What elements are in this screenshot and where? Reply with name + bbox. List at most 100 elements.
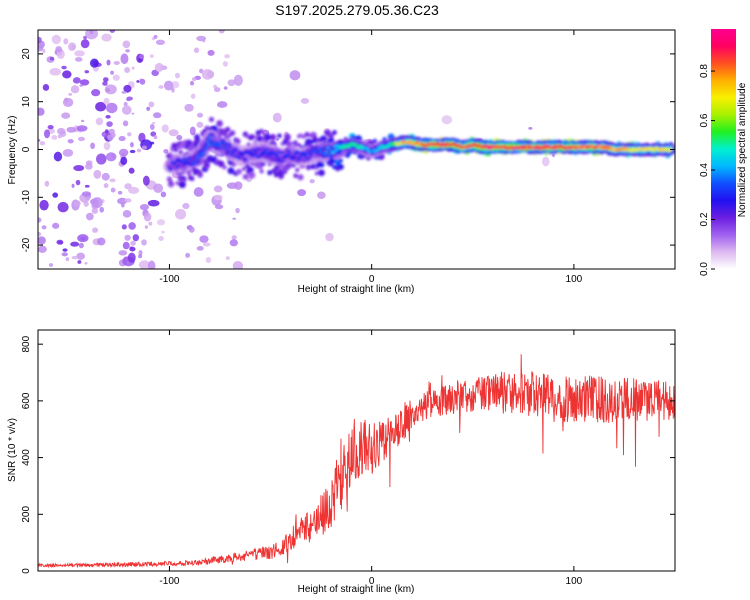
- heatmap-cell: [124, 198, 132, 203]
- heatmap-cell: [171, 142, 178, 149]
- heatmap-cell: [144, 225, 148, 229]
- heatmap-cell: [123, 84, 132, 93]
- heatmap-cell: [118, 148, 129, 157]
- heatmap-cell: [298, 156, 302, 160]
- heatmap-cell: [303, 154, 307, 158]
- heatmap-cell: [147, 199, 160, 207]
- heatmap-cell: [289, 70, 301, 81]
- heatmap-cell: [205, 257, 212, 264]
- heatmap-cell: [232, 217, 237, 220]
- heatmap-cell: [288, 149, 292, 154]
- heatmap-cell: [193, 187, 204, 197]
- heatmap-cell: [80, 39, 90, 49]
- heatmap-cell: [176, 134, 183, 141]
- heatmap-cell: [76, 252, 85, 260]
- heatmap-cell: [254, 151, 258, 155]
- heatmap-cell: [236, 168, 243, 175]
- heatmap-cell: [235, 207, 240, 214]
- heatmap-cell: [73, 164, 85, 172]
- heatmap-cell: [75, 179, 81, 186]
- heatmap-cell: [73, 200, 81, 207]
- heatmap-cell: [284, 133, 291, 141]
- heatmap-x-label: Height of straight line (km): [298, 284, 415, 295]
- heatmap-cell: [259, 169, 264, 174]
- heatmap-cell: [85, 30, 99, 40]
- heatmap-cell: [272, 112, 282, 123]
- heatmap-cell: [141, 239, 147, 246]
- heatmap-cell: [175, 181, 180, 186]
- heatmap-cell: [38, 107, 45, 116]
- heatmap-cell: [269, 134, 277, 141]
- heatmap-cell: [122, 241, 130, 250]
- heatmap-cell: [107, 134, 114, 141]
- heatmap-cell: [251, 153, 255, 158]
- heatmap-cell: [47, 124, 54, 130]
- heatmap-cell: [105, 152, 117, 162]
- heatmap-cell: [74, 57, 83, 62]
- heatmap-cell: [153, 35, 158, 39]
- heatmap-cell: [89, 30, 94, 35]
- heatmap-cell: [90, 58, 99, 68]
- heatmap-cell: [201, 69, 214, 80]
- heatmap-cell: [302, 152, 306, 156]
- heatmap-cell: [127, 132, 132, 137]
- snr-y-tick-label: 800: [21, 335, 32, 352]
- heatmap-cell: [187, 156, 191, 161]
- heatmap-cell: [156, 219, 166, 226]
- heatmap-cell: [306, 157, 310, 162]
- heatmap-cell: [372, 138, 377, 143]
- heatmap-cell: [323, 152, 327, 156]
- heatmap-cell: [104, 84, 117, 95]
- heatmap-cell: [242, 151, 247, 155]
- heatmap-cell: [312, 138, 318, 144]
- heatmap-cell: [197, 172, 203, 178]
- heatmap-cell: [278, 151, 282, 155]
- heatmap-cell: [208, 135, 213, 139]
- heatmap-cell: [141, 145, 148, 150]
- heatmap-cell: [198, 154, 203, 159]
- heatmap-cell: [208, 116, 215, 123]
- heatmap-cell: [193, 162, 197, 166]
- heatmap-cell: [124, 67, 131, 73]
- heatmap-cell: [212, 156, 217, 161]
- heatmap-cell: [106, 59, 111, 66]
- heatmap-cell: [38, 245, 47, 253]
- heatmap-cell: [304, 131, 310, 138]
- heatmap-cell: [121, 105, 132, 115]
- heatmap-cell: [122, 210, 132, 218]
- heatmap-cell: [528, 127, 533, 130]
- heatmap-cell: [233, 74, 243, 86]
- heatmap-cell: [166, 176, 173, 182]
- heatmap-cell: [121, 90, 127, 94]
- heatmap-cell: [103, 141, 111, 151]
- heatmap-cell: [222, 165, 227, 170]
- heatmap-cell: [38, 231, 42, 237]
- heatmap-signal-ridge: [163, 116, 675, 189]
- heatmap-cell: [194, 159, 198, 163]
- heatmap-cell: [139, 78, 146, 85]
- heatmap-cell: [127, 252, 136, 263]
- heatmap-cell: [105, 102, 118, 114]
- heatmap-cell: [316, 150, 320, 155]
- heatmap-cell: [217, 160, 225, 168]
- heatmap-cell: [102, 81, 108, 86]
- heatmap-cell: [142, 175, 150, 186]
- heatmap-cell: [168, 180, 174, 185]
- heatmap-cell: [120, 202, 125, 208]
- heatmap-x-tick-label: -100: [159, 274, 179, 285]
- heatmap-cell: [84, 262, 88, 265]
- heatmap-cell: [211, 125, 218, 132]
- heatmap-cell: [72, 77, 81, 84]
- heatmap-cell: [276, 158, 281, 162]
- heatmap-cell: [305, 151, 309, 156]
- heatmap-cell: [196, 121, 204, 128]
- heatmap-cell: [189, 80, 195, 86]
- heatmap-cell: [299, 153, 303, 158]
- heatmap-cell: [103, 77, 109, 83]
- heatmap-cell: [105, 115, 111, 119]
- heatmap-cell: [232, 260, 244, 269]
- heatmap-cell: [48, 263, 54, 267]
- heatmap-cell: [196, 112, 204, 118]
- heatmap-cell: [199, 68, 204, 74]
